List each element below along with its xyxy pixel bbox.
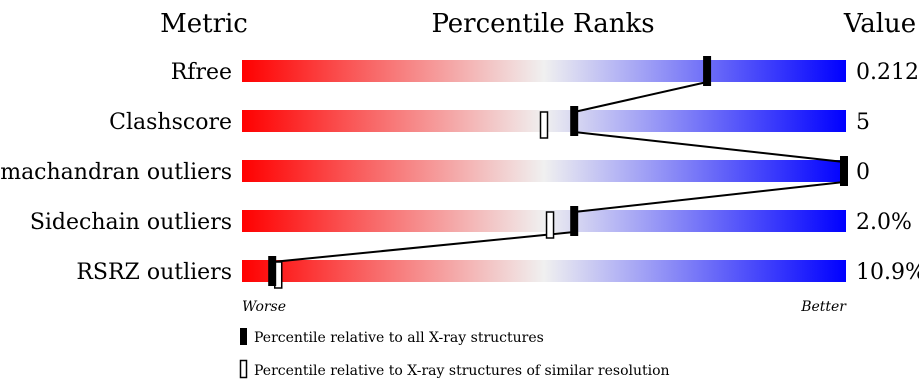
all-structures-marker — [703, 56, 712, 86]
metric-label: Rfree — [171, 60, 232, 85]
metric-label: RSRZ outliers — [76, 260, 232, 285]
percentile-bar — [242, 210, 846, 232]
metric-value: 0.212 — [856, 60, 919, 85]
percentile-bar — [242, 60, 846, 82]
metric-label: Clashscore — [109, 110, 232, 135]
legend-similar-text: Percentile relative to X-ray structures … — [254, 363, 670, 379]
labels-group: Rfree 0.212 Clashscore 5 Ramachandran outlie… — [0, 60, 919, 285]
axis-better-label: Better — [800, 299, 847, 315]
metric-value: 0 — [856, 160, 870, 185]
axis-worse-label: Worse — [242, 299, 286, 315]
value-header: Value — [843, 9, 916, 39]
percentile-ranks-header: Percentile Ranks — [431, 9, 654, 39]
legend-all-swatch — [240, 328, 247, 345]
similar-resolution-marker — [545, 211, 555, 239]
markers-group — [268, 56, 848, 289]
metric-label: Sidechain outliers — [30, 210, 232, 235]
all-structures-marker — [268, 256, 277, 286]
connector-line — [272, 231, 575, 263]
connector-line — [574, 181, 845, 213]
percentile-bar — [242, 260, 846, 282]
legend-all-text: Percentile relative to all X-ray structu… — [254, 330, 544, 346]
metric-header: Metric — [160, 9, 248, 39]
metric-value: 10.9% — [856, 260, 919, 285]
metric-label: Ramachandran outliers — [0, 160, 232, 185]
all-structures-marker — [570, 106, 579, 136]
all-structures-marker — [570, 206, 579, 236]
connector-group — [272, 81, 845, 263]
metric-value: 2.0% — [856, 210, 912, 235]
metric-value: 5 — [856, 110, 870, 135]
connector-line — [574, 131, 845, 163]
percentile-bar — [242, 160, 846, 182]
all-structures-marker — [840, 156, 848, 186]
bars-group — [242, 60, 846, 282]
connector-line — [573, 81, 708, 113]
legend-similar-swatch — [239, 359, 248, 379]
similar-resolution-marker — [539, 111, 549, 139]
